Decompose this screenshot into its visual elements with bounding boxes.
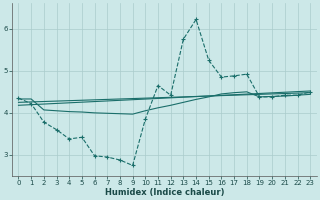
X-axis label: Humidex (Indice chaleur): Humidex (Indice chaleur) — [105, 188, 224, 197]
